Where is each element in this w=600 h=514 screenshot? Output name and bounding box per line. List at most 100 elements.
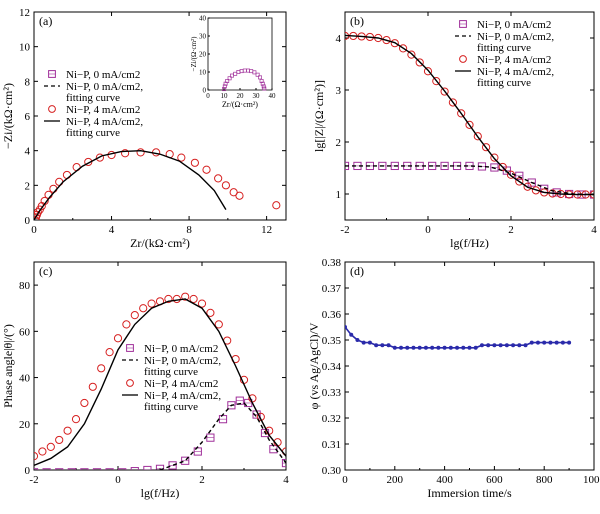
data-point-circle	[181, 292, 190, 301]
data-point-circle	[235, 191, 244, 200]
y-tick-label: 8	[25, 76, 31, 88]
panel-a: 0 4 8 12 0 2 4 6 8 10 12 (a) Zr/(kΩ·cm²) −Zi/(kΩ·cm²)…	[1, 7, 287, 250]
x-axis-label: Immersion time/s	[427, 486, 512, 500]
y-tick-label: 0	[25, 215, 31, 227]
y-tick-label: 80	[19, 280, 31, 292]
y-tick-label: 1	[336, 189, 342, 201]
data-point-circle	[38, 447, 47, 456]
inset-y-tick-label: 0	[203, 87, 207, 95]
fit-curve	[147, 402, 286, 470]
data-point-square	[130, 467, 139, 470]
x-tick-label: 8	[186, 224, 192, 236]
data-point-circle	[221, 181, 231, 190]
inset-x-axis-label: Zr/(Ω·cm²)	[222, 100, 258, 109]
inset: 0 10 20 30 40 0 10 20 30 40 Zr/(Ω·cm²) −Zi/(Ω·cm²)	[190, 15, 276, 110]
y-tick-label: 3	[336, 85, 342, 97]
data-point	[535, 340, 540, 345]
data-point	[442, 345, 447, 350]
x-axis-label: lg(f/Hz)	[141, 486, 180, 500]
data-point-circle	[177, 153, 186, 162]
series	[34, 148, 281, 220]
data-point-circle	[214, 320, 223, 329]
data-point-square	[67, 468, 76, 470]
y-tick-label: 12	[19, 7, 30, 19]
data-point-square	[42, 468, 51, 470]
y-tick-label: 2	[336, 137, 342, 149]
series	[345, 165, 594, 196]
data-point-circle	[482, 143, 491, 152]
x-tick-label: 0	[342, 474, 348, 486]
data-point-circle	[515, 177, 524, 186]
fit-curve	[345, 165, 594, 196]
panel-label: (d)	[350, 264, 364, 278]
data-point-circle	[190, 158, 199, 167]
y-tick-label: 4	[336, 33, 342, 45]
data-point	[399, 345, 404, 350]
data-point-square	[55, 468, 64, 470]
data-point	[486, 343, 491, 348]
data-point	[467, 345, 472, 350]
inset-y-tick-label: 40	[199, 15, 207, 23]
data-point	[517, 343, 522, 348]
inset-data-point	[261, 84, 266, 89]
legend-label: Ni−P, 4 mA/cm2,	[66, 116, 143, 128]
plot-frame	[344, 261, 595, 471]
series	[34, 298, 286, 467]
data-point	[567, 340, 572, 345]
x-tick-label: 12	[261, 224, 272, 236]
data-point-circle	[206, 308, 215, 317]
data-point-circle	[113, 334, 123, 343]
data-point-circle	[407, 50, 416, 59]
x-tick-label: 800	[536, 474, 553, 486]
data-point-circle	[95, 153, 105, 162]
data-point	[417, 345, 422, 350]
y-tick-label: 0.32	[322, 413, 341, 425]
data-point-circle	[48, 105, 56, 113]
series	[345, 34, 594, 196]
y-tick-label: 2	[25, 180, 31, 192]
x-tick-label: 0	[31, 224, 37, 236]
data-point-circle	[473, 132, 482, 141]
inset-data-point	[227, 76, 232, 81]
inset-y-tick-label: 10	[199, 69, 207, 77]
panel-label: (a)	[39, 14, 52, 28]
data-point-circle	[49, 184, 58, 193]
data-point-circle	[122, 320, 131, 329]
panel-label: (b)	[350, 14, 364, 28]
data-point-circle	[229, 188, 238, 197]
inset-data-point	[222, 87, 226, 92]
inset-data-point	[259, 79, 264, 83]
data-point-circle	[71, 415, 81, 424]
data-point-circle	[121, 149, 130, 158]
data-point-circle	[97, 364, 106, 373]
data-point-square	[105, 468, 114, 470]
y-tick-label: 4	[25, 146, 31, 158]
data-point-circle	[197, 299, 207, 308]
data-point	[367, 340, 372, 345]
x-tick-label: 400	[436, 474, 453, 486]
series	[345, 31, 594, 199]
data-point-circle	[88, 382, 97, 391]
data-point	[386, 343, 391, 348]
fit-curve	[34, 298, 286, 467]
y-tick-label: 0.30	[322, 465, 342, 477]
data-point-circle	[55, 435, 64, 445]
inset-x-tick-label: 20	[237, 92, 245, 100]
x-tick-label: -2	[340, 224, 349, 236]
legend-label: Ni−P, 4 mA/cm2,	[477, 66, 554, 78]
data-point-circle	[139, 304, 148, 313]
data-point	[511, 343, 516, 348]
data-point-circle	[490, 153, 499, 162]
data-point-circle	[105, 348, 114, 357]
data-point-circle	[189, 294, 198, 304]
data-point	[374, 343, 379, 348]
data-point	[430, 345, 435, 350]
inset-data-point	[258, 75, 262, 80]
legend-label: Ni−P, 0 mA/cm2	[144, 343, 218, 355]
legend-label-cont: fitting curve	[66, 92, 120, 104]
y-tick-label: 0.38	[322, 257, 342, 269]
legend-label-cont: fitting curve	[144, 366, 198, 378]
x-tick-label: 2	[199, 474, 205, 486]
